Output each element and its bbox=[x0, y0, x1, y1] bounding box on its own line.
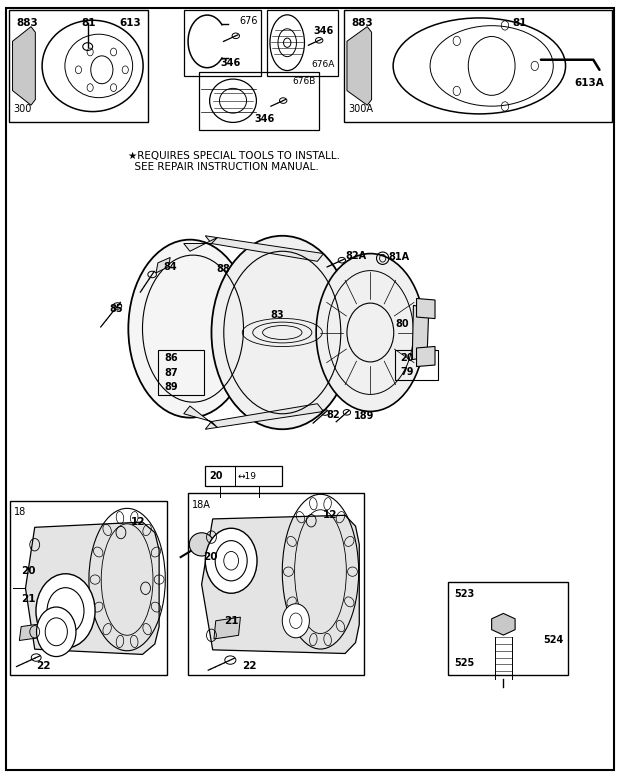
Text: 87: 87 bbox=[164, 368, 178, 378]
Text: 676B: 676B bbox=[293, 77, 316, 86]
Text: 21: 21 bbox=[224, 615, 238, 626]
Bar bbox=[10, 501, 167, 675]
Bar bbox=[184, 10, 261, 75]
Text: 20: 20 bbox=[400, 353, 414, 363]
Bar bbox=[188, 493, 363, 675]
Text: 20: 20 bbox=[203, 552, 218, 562]
Ellipse shape bbox=[128, 240, 252, 418]
Polygon shape bbox=[492, 613, 515, 635]
Polygon shape bbox=[417, 299, 435, 318]
Text: 81: 81 bbox=[513, 18, 527, 27]
Text: 22: 22 bbox=[36, 661, 50, 671]
Polygon shape bbox=[19, 623, 46, 640]
Polygon shape bbox=[184, 237, 218, 251]
Text: 18: 18 bbox=[14, 507, 27, 517]
Text: 12: 12 bbox=[131, 517, 146, 527]
Bar bbox=[199, 72, 319, 130]
Ellipse shape bbox=[211, 236, 353, 429]
Text: 86: 86 bbox=[164, 353, 178, 363]
Polygon shape bbox=[412, 306, 429, 359]
Text: 18A: 18A bbox=[192, 499, 211, 510]
Text: 82A: 82A bbox=[346, 251, 367, 261]
Text: 81A: 81A bbox=[389, 251, 410, 261]
Bar bbox=[9, 10, 148, 122]
Polygon shape bbox=[347, 26, 371, 105]
Text: 20: 20 bbox=[210, 471, 223, 481]
Text: 300A: 300A bbox=[348, 104, 373, 114]
Text: 300: 300 bbox=[14, 104, 32, 114]
Text: 79: 79 bbox=[400, 366, 414, 377]
Text: 346: 346 bbox=[221, 58, 241, 68]
Text: 613: 613 bbox=[119, 18, 141, 27]
Text: 20: 20 bbox=[21, 566, 36, 576]
Ellipse shape bbox=[36, 573, 95, 648]
Text: 21: 21 bbox=[21, 594, 36, 604]
Text: 80: 80 bbox=[395, 319, 409, 329]
Polygon shape bbox=[25, 522, 159, 654]
Ellipse shape bbox=[205, 528, 257, 594]
Ellipse shape bbox=[282, 604, 309, 638]
Polygon shape bbox=[156, 258, 171, 273]
Polygon shape bbox=[214, 617, 241, 639]
Text: 85: 85 bbox=[110, 303, 123, 314]
Bar bbox=[448, 583, 568, 675]
Ellipse shape bbox=[37, 607, 76, 657]
Text: 89: 89 bbox=[164, 382, 178, 392]
Text: 346: 346 bbox=[313, 26, 334, 36]
Polygon shape bbox=[205, 404, 324, 429]
Polygon shape bbox=[417, 346, 435, 366]
Text: 676A: 676A bbox=[311, 61, 335, 69]
Text: 22: 22 bbox=[242, 661, 257, 671]
Text: 84: 84 bbox=[164, 261, 177, 272]
Text: 189: 189 bbox=[355, 411, 374, 421]
Ellipse shape bbox=[316, 254, 425, 412]
Text: ★REQUIRES SPECIAL TOOLS TO INSTALL.: ★REQUIRES SPECIAL TOOLS TO INSTALL. bbox=[128, 152, 340, 161]
Bar bbox=[205, 466, 282, 485]
Text: 883: 883 bbox=[17, 18, 38, 27]
Ellipse shape bbox=[189, 533, 214, 556]
Polygon shape bbox=[184, 406, 218, 428]
Bar bbox=[267, 10, 338, 75]
Bar bbox=[158, 350, 204, 395]
Text: 82: 82 bbox=[327, 409, 340, 419]
Bar bbox=[395, 349, 438, 380]
Text: 346: 346 bbox=[255, 114, 275, 124]
Polygon shape bbox=[12, 26, 35, 105]
Text: 525: 525 bbox=[454, 657, 474, 668]
Text: 676: 676 bbox=[239, 16, 258, 26]
Polygon shape bbox=[205, 236, 324, 261]
Text: 83: 83 bbox=[270, 310, 283, 320]
Text: 524: 524 bbox=[543, 635, 563, 645]
Bar bbox=[344, 10, 612, 122]
Text: 883: 883 bbox=[352, 18, 373, 27]
Text: 523: 523 bbox=[454, 590, 474, 599]
Text: SEE REPAIR INSTRUCTION MANUAL.: SEE REPAIR INSTRUCTION MANUAL. bbox=[128, 163, 319, 172]
Text: 81: 81 bbox=[81, 18, 96, 27]
Text: 88: 88 bbox=[216, 264, 230, 274]
Text: ↔19: ↔19 bbox=[237, 471, 257, 481]
Text: 12: 12 bbox=[323, 510, 338, 520]
Text: 613A: 613A bbox=[574, 78, 604, 88]
Polygon shape bbox=[202, 515, 359, 654]
